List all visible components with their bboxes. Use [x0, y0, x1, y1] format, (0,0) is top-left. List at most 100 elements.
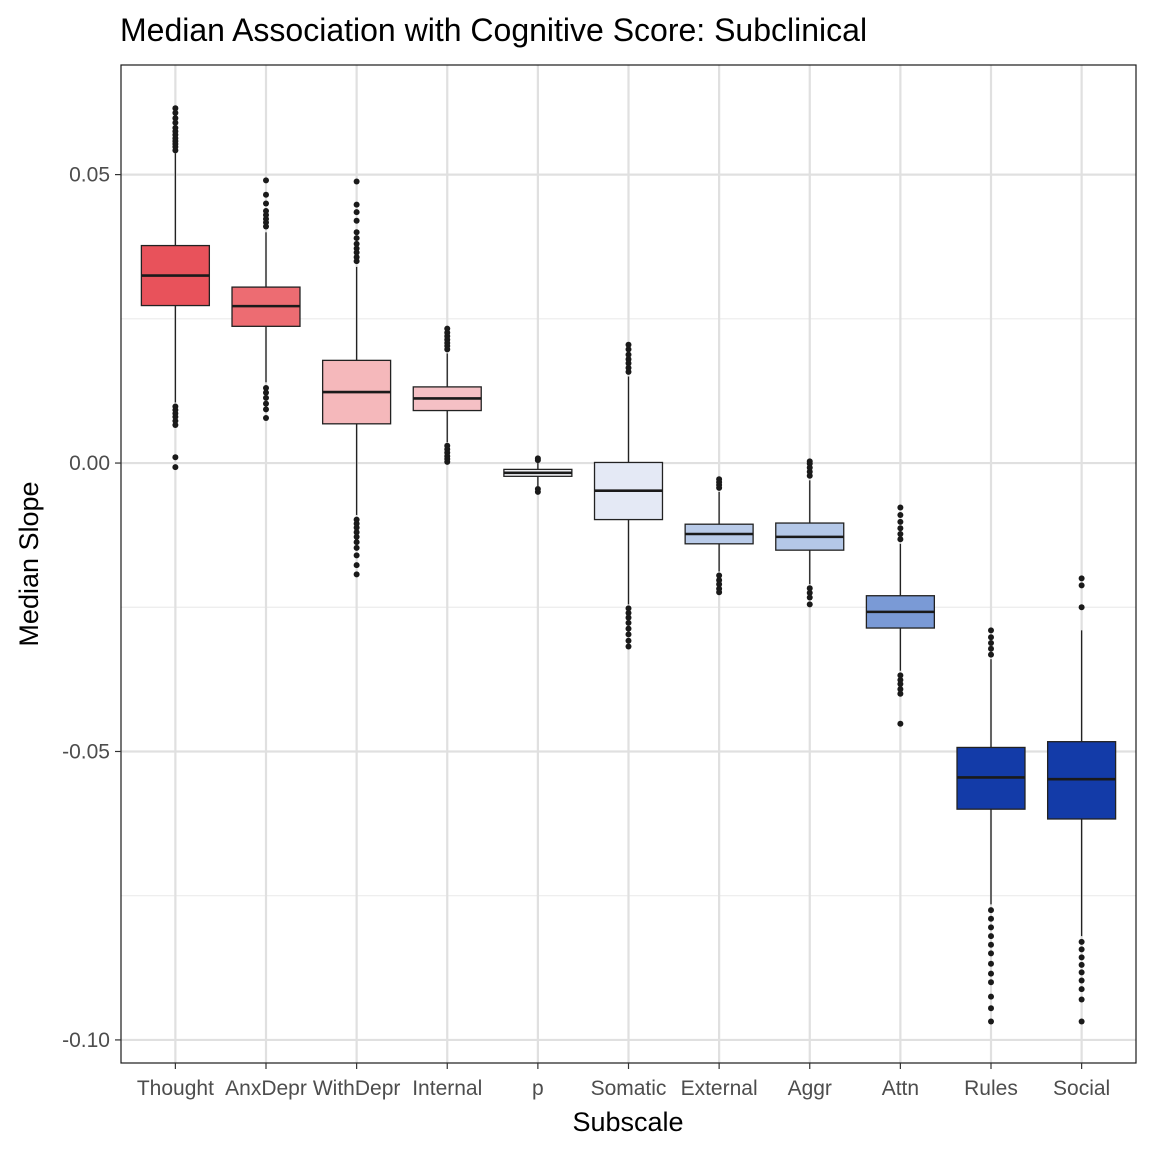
outlier-point [353, 254, 360, 261]
y-axis-ticks: 0.05 0.00 -0.05 -0.10 [62, 164, 121, 1052]
outlier-point [806, 589, 813, 596]
outlier-point [353, 235, 360, 242]
outlier-point [263, 394, 269, 401]
outlier-point [353, 209, 360, 216]
outlier-point [353, 562, 360, 569]
outlier-point [1078, 961, 1085, 968]
outlier-point [988, 970, 994, 977]
outlier-point [172, 109, 179, 116]
y-tick-label: -0.10 [62, 1029, 110, 1052]
box-layer [140, 105, 1117, 1025]
outlier-point [172, 105, 179, 112]
x-tick-label: Internal [412, 1077, 482, 1100]
outlier-point [172, 119, 179, 126]
outlier-point [1078, 582, 1085, 589]
outlier-point [625, 631, 632, 638]
outlier-point [263, 191, 269, 198]
outlier-point [263, 200, 269, 207]
outlier-point [625, 643, 632, 650]
box-somatic [593, 341, 664, 650]
x-tick-label: WithDepr [313, 1077, 401, 1100]
outlier-point [263, 207, 269, 214]
outlier-point [1078, 604, 1085, 611]
outlier-point [897, 518, 904, 525]
x-tick-label: Social [1053, 1077, 1110, 1100]
outlier-point [988, 651, 994, 658]
y-tick-label: 0.05 [69, 164, 110, 187]
outlier-point [988, 1018, 994, 1025]
outlier-point [353, 245, 360, 252]
outlier-point [897, 525, 904, 532]
outlier-point [353, 529, 360, 536]
outlier-point [988, 634, 994, 641]
box-thought [140, 105, 211, 471]
outlier-point [1078, 977, 1085, 984]
outlier-point [625, 341, 632, 348]
box-external [684, 476, 754, 596]
outlier-point [353, 544, 360, 551]
outlier-point [1078, 954, 1085, 961]
outlier-point [1078, 986, 1085, 993]
outlier-point [172, 115, 179, 122]
outlier-point [263, 385, 269, 392]
outlier-point [806, 585, 813, 592]
outlier-point [263, 389, 269, 396]
outlier-point [625, 356, 632, 363]
outlier-point [897, 536, 904, 543]
outlier-point [625, 614, 632, 621]
outlier-point [988, 979, 994, 986]
outlier-point [1078, 575, 1085, 582]
outlier-point [353, 539, 360, 546]
x-tick-label: AnxDepr [225, 1077, 307, 1100]
x-axis-title: Subscale [572, 1107, 683, 1137]
outlier-point [444, 458, 451, 465]
outlier-point [625, 605, 632, 612]
outlier-point [353, 552, 360, 559]
outlier-point [1078, 946, 1085, 953]
outlier-point [625, 619, 632, 626]
y-tick-label: -0.05 [62, 740, 110, 763]
box-p [503, 455, 573, 495]
outlier-point [353, 229, 360, 236]
box-aggr [775, 458, 845, 608]
outlier-point [534, 455, 541, 462]
outlier-point [897, 511, 904, 518]
outlier-point [625, 637, 632, 644]
x-axis-ticks: Thought AnxDepr WithDepr Internal p Somatic Ex… [137, 1063, 1110, 1100]
x-tick-label: Somatic [591, 1077, 667, 1100]
outlier-point [625, 346, 632, 353]
outlier-point [897, 720, 904, 727]
outlier-point [988, 907, 994, 914]
outlier-point [353, 217, 360, 224]
x-tick-label: Attn [882, 1077, 919, 1100]
outlier-point [1078, 996, 1085, 1003]
box-rules [956, 627, 1026, 1025]
outlier-point [716, 572, 723, 579]
outlier-point [353, 524, 360, 531]
outlier-point [806, 594, 813, 601]
outlier-point [353, 533, 360, 540]
box-social [1046, 575, 1117, 1025]
outlier-point [444, 325, 451, 332]
chart-title: Median Association with Cognitive Score:… [120, 12, 867, 48]
outlier-point [897, 690, 904, 697]
outlier-point [716, 476, 723, 483]
outlier-point [897, 672, 904, 679]
outlier-point [716, 589, 723, 596]
outlier-point [263, 400, 269, 407]
outlier-point [897, 504, 904, 511]
x-tick-label: p [532, 1077, 544, 1100]
outlier-point [353, 178, 360, 185]
outlier-point [988, 1005, 994, 1012]
outlier-point [353, 571, 360, 578]
outlier-point [263, 415, 269, 422]
y-axis-title: Median Slope [14, 481, 44, 646]
box-internal [412, 325, 482, 465]
outlier-point [172, 454, 179, 461]
x-tick-label: External [681, 1077, 758, 1100]
outlier-point [806, 601, 813, 608]
outlier-point [625, 625, 632, 632]
outlier-point [988, 627, 994, 634]
outlier-point [988, 924, 994, 931]
